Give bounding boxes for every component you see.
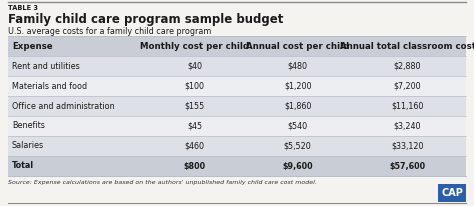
Text: Materials and food: Materials and food	[12, 82, 87, 90]
Text: $57,600: $57,600	[390, 162, 426, 171]
Text: Rent and utilities: Rent and utilities	[12, 62, 80, 70]
Text: Total: Total	[12, 162, 34, 171]
Text: Benefits: Benefits	[12, 122, 45, 130]
Text: $33,120: $33,120	[392, 142, 424, 151]
Bar	[438, 184, 466, 202]
Text: $155: $155	[184, 102, 205, 110]
Text: CAP: CAP	[441, 188, 463, 198]
Text: $1,200: $1,200	[284, 82, 311, 90]
Text: $460: $460	[185, 142, 205, 151]
Text: Office and administration: Office and administration	[12, 102, 115, 110]
Text: Expense: Expense	[12, 41, 53, 50]
Bar	[8, 96, 466, 116]
Bar	[8, 76, 466, 96]
Bar	[8, 56, 466, 76]
Text: $540: $540	[288, 122, 308, 130]
Text: $45: $45	[187, 122, 202, 130]
Text: $1,860: $1,860	[284, 102, 311, 110]
Text: $40: $40	[187, 62, 202, 70]
Bar	[8, 116, 466, 136]
Bar	[8, 136, 466, 156]
Text: $2,880: $2,880	[394, 62, 421, 70]
Text: $3,240: $3,240	[394, 122, 421, 130]
Text: $9,600: $9,600	[283, 162, 313, 171]
Text: Annual cost per child: Annual cost per child	[246, 41, 349, 50]
Text: $100: $100	[185, 82, 205, 90]
Text: $5,520: $5,520	[284, 142, 311, 151]
Text: $7,200: $7,200	[394, 82, 421, 90]
Text: Family child care program sample budget: Family child care program sample budget	[8, 13, 283, 26]
Bar	[8, 156, 466, 176]
Text: TABLE 3: TABLE 3	[8, 5, 38, 11]
Text: Source: Expense calculations are based on the authors' unpublished family child : Source: Expense calculations are based o…	[8, 180, 317, 185]
Text: Salaries: Salaries	[12, 142, 44, 151]
Text: $11,160: $11,160	[392, 102, 424, 110]
Bar	[8, 36, 466, 56]
Text: $800: $800	[183, 162, 206, 171]
Text: U.S. average costs for a family child care program: U.S. average costs for a family child ca…	[8, 27, 211, 36]
Text: $480: $480	[288, 62, 308, 70]
Text: Annual total classroom cost: Annual total classroom cost	[339, 41, 474, 50]
Text: Monthly cost per child: Monthly cost per child	[140, 41, 249, 50]
